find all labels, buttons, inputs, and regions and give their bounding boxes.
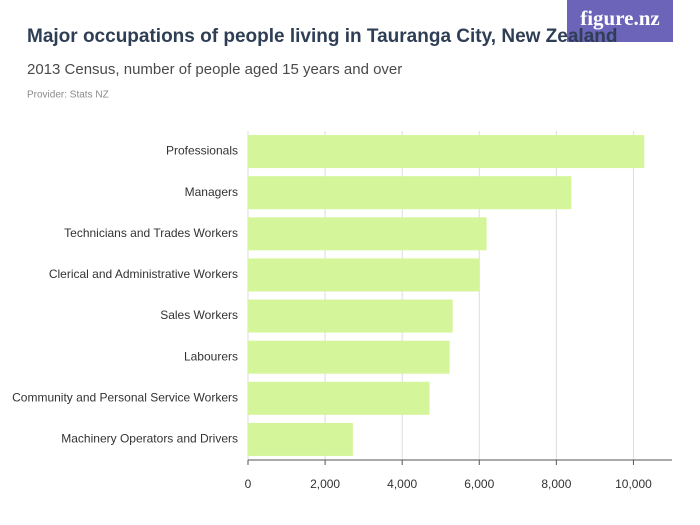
y-tick-label: Professionals — [166, 144, 238, 158]
y-tick-label: Managers — [185, 185, 238, 199]
x-tick-label: 10,000 — [615, 477, 652, 491]
brand-logo[interactable]: figure.nz — [580, 6, 660, 30]
y-tick-label: Sales Workers — [160, 308, 238, 322]
x-tick-label: 4,000 — [387, 477, 417, 491]
bar — [248, 340, 450, 374]
bar — [248, 299, 453, 333]
x-tick-label: 0 — [245, 477, 252, 491]
x-tick-label: 6,000 — [464, 477, 494, 491]
provider: Provider: Stats NZ — [27, 90, 109, 101]
y-tick-label: Labourers — [184, 349, 238, 363]
bar — [248, 381, 430, 415]
y-tick-label: Technicians and Trades Workers — [64, 226, 238, 240]
x-tick-label: 2,000 — [310, 477, 340, 491]
bar — [248, 422, 353, 456]
brand-box — [567, 0, 673, 42]
y-tick-label: Clerical and Administrative Workers — [49, 267, 238, 281]
bar — [248, 135, 645, 169]
chart-title: Major occupations of people living in Ta… — [27, 26, 617, 47]
y-tick-label: Machinery Operators and Drivers — [61, 432, 238, 446]
y-tick-label: Community and Personal Service Workers — [12, 390, 238, 404]
bar — [248, 258, 480, 292]
bar — [248, 217, 487, 251]
bar — [248, 176, 572, 210]
chart-subtitle: 2013 Census, number of people aged 15 ye… — [27, 61, 402, 78]
x-tick-label: 8,000 — [541, 477, 571, 491]
